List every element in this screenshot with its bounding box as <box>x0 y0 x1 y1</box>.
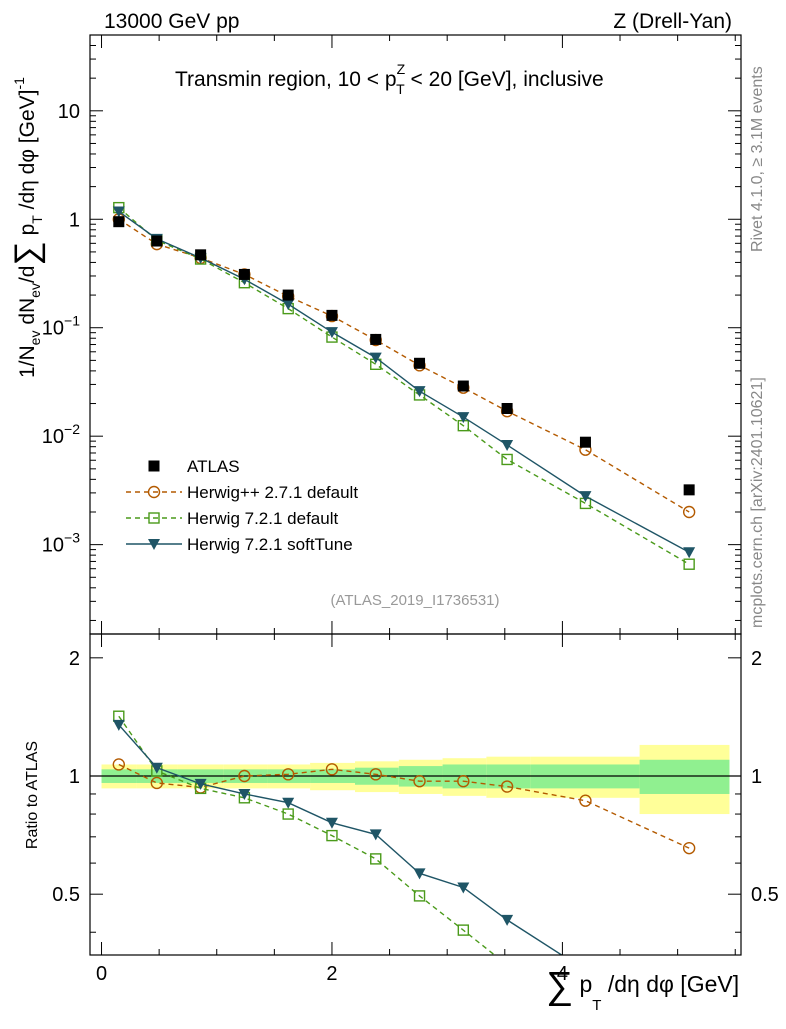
ratio-point-softtune <box>238 788 251 800</box>
data-point-data <box>579 436 591 448</box>
header-left: 13000 GeV pp <box>104 10 239 33</box>
ratio-point-herwigpp <box>682 841 696 855</box>
series-softtune <box>112 206 696 559</box>
data-point-data <box>195 249 207 261</box>
ratio-point-herwigpp <box>112 758 126 771</box>
ratio-point-softtune <box>112 719 125 731</box>
data-point-data <box>414 357 426 369</box>
data-point-softtune <box>369 352 382 364</box>
ratio-point-herwigpp <box>281 768 295 781</box>
ratio-series <box>112 710 696 970</box>
data-point-softtune <box>501 439 514 451</box>
ratio-y-tick-label-right: 1 <box>751 766 762 788</box>
y-tick-label: 10−3 <box>42 530 80 557</box>
ratio-point-herwigpp <box>579 794 592 807</box>
ratio-y-tick-label-right: 0.5 <box>751 884 779 906</box>
ratio-series-softtune <box>112 719 563 955</box>
data-point-softtune <box>457 412 470 424</box>
data-point-softtune <box>413 386 426 398</box>
data-point-softtune <box>579 491 592 503</box>
ratio-point-herwig721 <box>502 960 512 970</box>
ratio-point-herwigpp <box>150 776 164 790</box>
data-point-herwig721 <box>501 453 513 466</box>
legend-marker-herwigpp <box>147 485 161 499</box>
data-point-herwig721 <box>683 558 695 570</box>
legend-marker-softtune <box>148 539 160 550</box>
ratio-point-softtune <box>457 882 470 894</box>
ratio-y-axis-label: Ratio to ATLAS <box>24 741 41 849</box>
data-point-data <box>501 402 513 414</box>
x-axis-label: ∑ pT /dη dφ [GeV] <box>546 965 739 1014</box>
data-point-data <box>238 268 250 280</box>
y-tick-label: 10−2 <box>42 421 80 448</box>
ratio-y-tick-label: 1 <box>69 766 80 788</box>
legend-label-softtune: Herwig 7.2.1 softTune <box>187 535 353 554</box>
side-label-top: Rivet 4.1.0, ≥ 3.1M events <box>749 66 766 252</box>
ratio-point-herwigpp <box>325 763 339 776</box>
data-point-data <box>282 289 294 301</box>
ratio-y-tick-label: 2 <box>69 648 80 670</box>
band-inner <box>639 759 730 794</box>
x-tick-label: 0 <box>96 963 107 985</box>
series-line-herwigpp <box>118 218 690 513</box>
y-tick-label: 10 <box>58 101 80 123</box>
legend-marker-herwig721 <box>148 512 160 524</box>
ratio-series-herwigpp <box>112 758 696 855</box>
ratio-y-tick-label: 0.5 <box>52 884 80 906</box>
data-point-data <box>113 216 125 228</box>
header-right: Z (Drell-Yan) <box>613 10 732 33</box>
series-line-herwig721 <box>118 207 690 565</box>
ratio-point-herwig721 <box>370 853 382 865</box>
data-point-softtune <box>325 327 338 339</box>
y-tick-label: 1 <box>69 209 80 231</box>
data-point-softtune <box>282 299 295 311</box>
data-point-data <box>457 380 469 392</box>
ratio-point-softtune <box>501 914 514 926</box>
data-point-softtune <box>683 547 696 559</box>
x-tick-label: 2 <box>326 963 337 985</box>
data-point-data <box>151 235 163 247</box>
reference-label: (ATLAS_2019_I1736531) <box>330 592 499 609</box>
y-tick-label: 10−1 <box>42 313 80 340</box>
legend: ATLAS Herwig++ 2.7.1 default Herwig 7.2.1 … <box>126 457 358 554</box>
ratio-point-softtune <box>369 829 382 841</box>
ratio-point-herwigpp <box>238 769 251 783</box>
data-point-softtune <box>112 206 125 218</box>
data-point-data <box>370 333 382 345</box>
legend-label-data: ATLAS <box>187 457 240 476</box>
data-point-data <box>683 484 695 496</box>
ratio-point-herwig721 <box>326 829 338 842</box>
y-axis-label: 1/Nev dNev/d∑ pT /dη dφ [GeV]-1 <box>8 77 46 378</box>
ratio-point-softtune <box>325 817 338 829</box>
ratio-point-herwigpp <box>413 775 426 788</box>
ratio-frame <box>89 633 742 956</box>
ratio-point-softtune <box>194 778 207 790</box>
series-data <box>113 216 695 496</box>
ratio-point-herwigpp <box>500 780 514 793</box>
ratio-point-herwig721 <box>413 890 426 902</box>
chart-title: Transmin region, 10 < pZ T < 20 [GeV], in… <box>175 61 604 97</box>
ratio-point-softtune <box>282 797 295 809</box>
ratio-point-herwigpp <box>369 768 382 781</box>
ratio-point-herwigpp <box>457 775 470 788</box>
ratio-line-softtune <box>118 724 563 955</box>
ratio-line-herwigpp <box>118 763 690 849</box>
ratio-point-softtune <box>413 868 426 880</box>
ratio-point-herwig721 <box>282 808 294 820</box>
legend-marker-data <box>148 460 160 472</box>
series-line-softtune <box>118 210 690 553</box>
legend-label-herwigpp: Herwig++ 2.7.1 default <box>187 483 358 502</box>
data-point-data <box>326 309 338 321</box>
ratio-point-herwig721 <box>457 924 470 936</box>
x-tick-label: 4 <box>557 963 568 985</box>
ratio-panel: 0.5 0.5 1 1 2 2 0 2 4 Ratio to ATLAS ∑ pT /dη dφ [… <box>24 633 779 1014</box>
data-point-herwigpp <box>682 505 696 519</box>
side-label-bottom: mcplots.cern.ch [arXiv:2401.10621] <box>749 377 766 628</box>
ratio-point-softtune <box>150 762 163 774</box>
main-panel: 10−3 10−2 10−1 1 10 Transmin region, 10 < pZ T… <box>8 34 742 635</box>
ratio-y-tick-label-right: 2 <box>751 648 762 670</box>
legend-label-herwig721: Herwig 7.2.1 default <box>187 509 338 528</box>
